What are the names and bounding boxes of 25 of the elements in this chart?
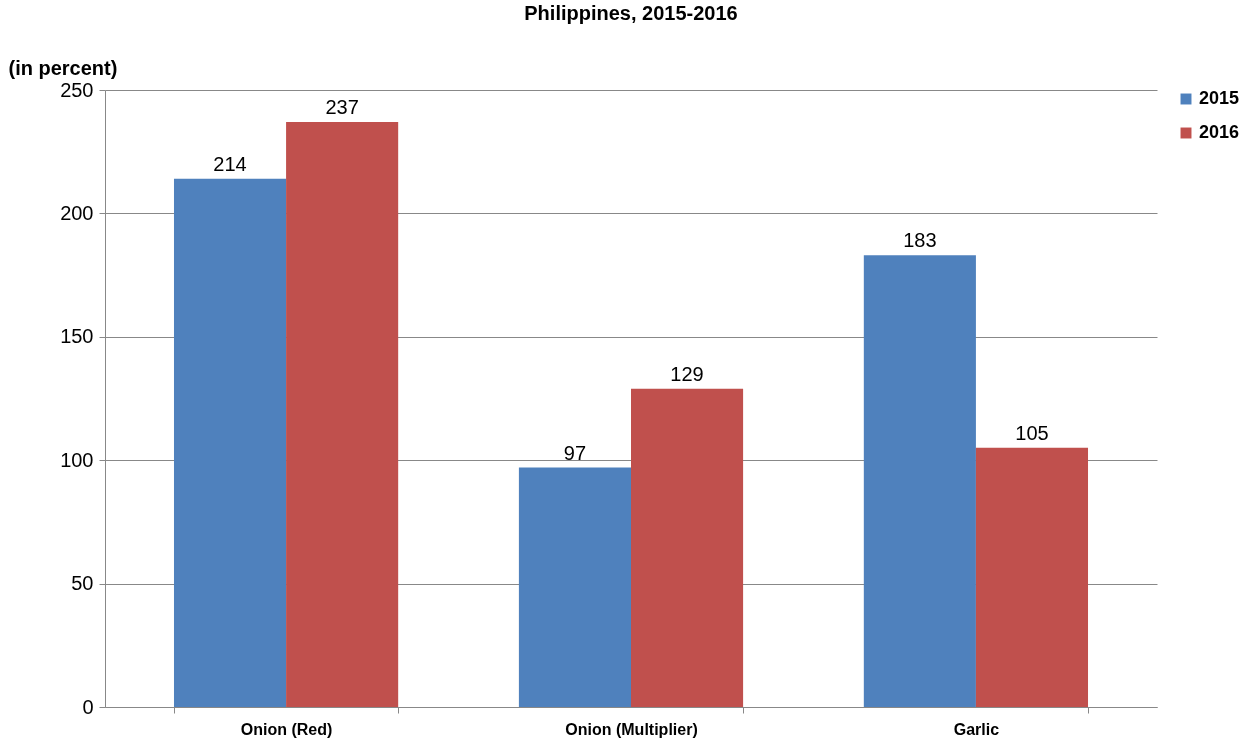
legend-label: 2015 (1199, 88, 1240, 108)
y-axis-title: (in percent) (8, 56, 118, 79)
x-tick-label: Garlic (953, 720, 1000, 738)
y-tick-label: 250 (60, 78, 94, 101)
bar (173, 178, 287, 707)
bar (518, 467, 631, 707)
legend-label: 2016 (1199, 122, 1240, 142)
data-label: 129 (670, 362, 704, 385)
x-tick-label: Onion (Multiplier) (565, 720, 698, 738)
y-tick-label: 200 (60, 201, 94, 224)
y-tick-label: 100 (60, 448, 94, 471)
data-label: 214 (213, 152, 247, 175)
y-tick-label: 50 (71, 572, 94, 595)
data-label: 105 (1015, 421, 1049, 444)
bar (286, 122, 399, 707)
chart-title: Philippines, 2015-2016 (524, 2, 738, 24)
y-tick-label: 150 (60, 325, 94, 348)
bar (975, 447, 1089, 707)
data-label: 183 (903, 229, 937, 252)
data-label: 237 (325, 96, 359, 119)
data-label: 97 (563, 441, 587, 464)
y-tick-label: 0 (82, 695, 94, 718)
bar (631, 388, 744, 707)
x-tick-label: Onion (Red) (240, 720, 333, 738)
bar (863, 255, 976, 707)
